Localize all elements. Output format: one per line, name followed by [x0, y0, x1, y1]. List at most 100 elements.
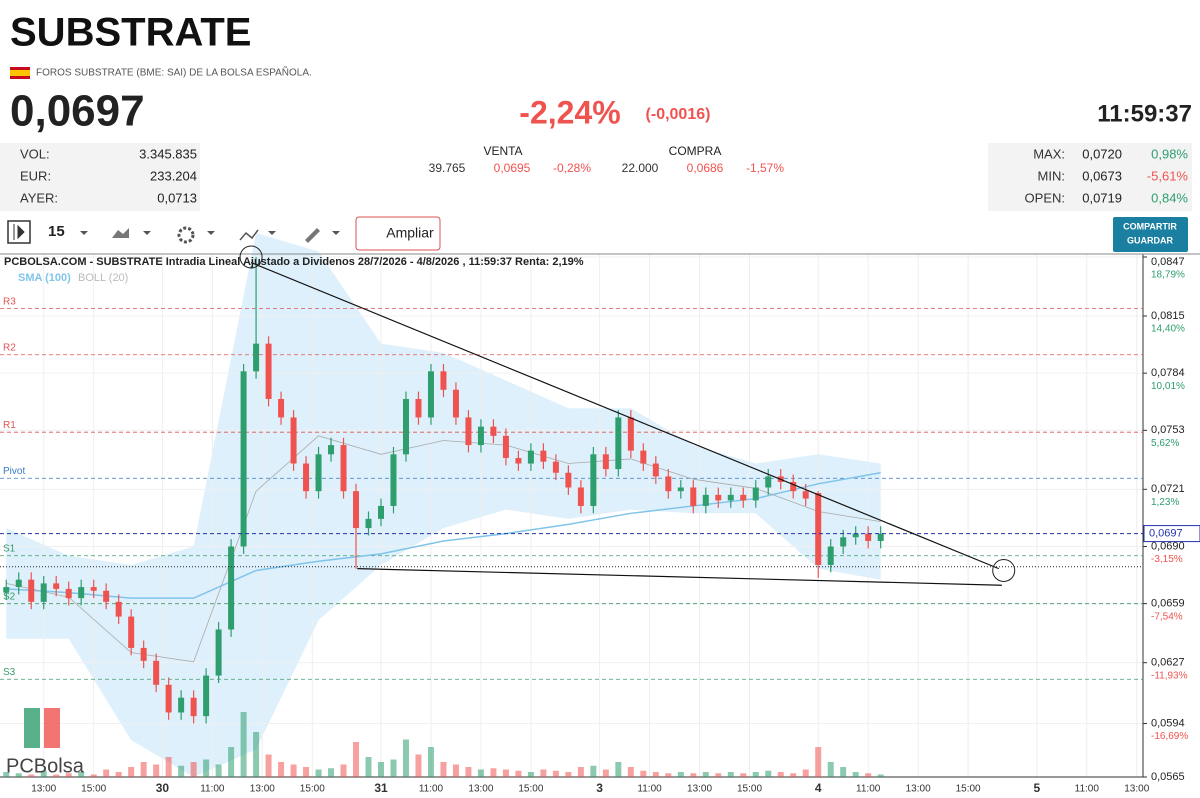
volume-bar	[53, 774, 60, 777]
change-abs: (-0,0016)	[646, 106, 711, 123]
volume-bar	[328, 768, 335, 777]
y-tick-label: 0,0847	[1151, 256, 1185, 268]
candle-body	[115, 601, 122, 617]
candle-body	[165, 684, 172, 713]
volume-bar	[827, 762, 834, 777]
y-tick-change: 10,01%	[1151, 381, 1185, 392]
pivot-label: R3	[3, 296, 16, 307]
volume-bar	[40, 770, 47, 777]
candle-body	[178, 697, 185, 713]
volume-bar	[815, 747, 822, 777]
candle-body	[627, 417, 634, 451]
volume-bar	[627, 767, 634, 777]
candle-body	[515, 457, 522, 464]
volume-bar	[615, 762, 622, 777]
volume-bar	[128, 767, 135, 777]
save-label[interactable]: GUARDAR	[1127, 235, 1173, 245]
zoom-label[interactable]: Ampliar	[386, 225, 434, 241]
candle-body	[390, 454, 397, 506]
y-tick-change: 14,40%	[1151, 324, 1185, 335]
volume-bar	[490, 768, 497, 777]
order-pct: -0,28%	[553, 161, 591, 175]
candle-body	[640, 450, 647, 464]
candle-body	[90, 587, 97, 591]
volume-bar	[153, 764, 160, 777]
volume-bar	[290, 764, 297, 777]
candle-body	[790, 481, 797, 492]
stat-pct: -5,61%	[1147, 168, 1189, 183]
stats-left-bg	[0, 143, 200, 211]
x-tick-label: 13:00	[1124, 784, 1149, 795]
chart-title: PCBOLSA.COM - SUBSTRATE Intradia Lineal …	[4, 256, 584, 268]
candle-body	[3, 587, 10, 593]
candle-body	[140, 647, 147, 661]
draw-icon[interactable]	[305, 228, 320, 243]
x-tick-label: 4	[815, 781, 822, 795]
y-tick-label: 0,0690	[1151, 540, 1185, 552]
pivot-label: R1	[3, 420, 16, 431]
dropdown-arrows[interactable]	[80, 231, 340, 235]
order-header: COMPRA	[669, 144, 722, 158]
volume-bar	[590, 765, 597, 777]
candle-body	[577, 487, 584, 506]
candle-body	[240, 371, 247, 547]
x-tick-label: 11:00	[637, 784, 662, 795]
candle-body	[315, 454, 322, 492]
y-tick-label: 0,0565	[1151, 771, 1185, 783]
stat-label: EUR:	[20, 168, 51, 183]
candle-body	[477, 426, 484, 446]
y-tick-change: 18,79%	[1151, 270, 1185, 281]
candle-body	[278, 398, 285, 418]
chart-layer: 13:00 15:00 30 11:00 13:00 15:00 31 11:00 13:00 1…	[0, 233, 1200, 798]
last-price-box	[1143, 525, 1200, 543]
x-tick-label: 15:00	[300, 784, 325, 795]
stat-label: MIN:	[1038, 168, 1065, 183]
candle-body	[665, 476, 672, 492]
candle-body	[590, 454, 597, 506]
volume-bar	[515, 770, 522, 777]
chart-type-icon[interactable]	[112, 228, 129, 238]
volume-bar	[190, 762, 197, 777]
volume-bar	[452, 764, 459, 777]
volume-bar	[340, 764, 347, 777]
candle-body	[215, 629, 222, 676]
indicator-icon[interactable]	[239, 229, 259, 241]
y-tick-change: -3,15%	[1151, 554, 1183, 565]
y-tick-change: -11,93%	[1151, 670, 1188, 681]
volume-bar	[278, 762, 285, 777]
volume-bar	[715, 773, 722, 777]
x-tick-label: 30	[156, 781, 170, 795]
candle-body	[427, 371, 434, 418]
volume-bar	[790, 773, 797, 777]
candle-body	[802, 491, 809, 499]
volume-bar	[65, 773, 72, 777]
candle-body	[353, 491, 360, 529]
candle-body	[228, 546, 235, 630]
candle-body	[702, 494, 709, 506]
candle-body	[877, 533, 884, 541]
title: SUBSTRATE	[10, 11, 251, 55]
x-tick-label: 11:00	[1075, 784, 1100, 795]
candle-body	[715, 494, 722, 501]
volume-bar	[677, 772, 684, 777]
volume-bar	[740, 773, 747, 777]
volume-bar	[702, 772, 709, 777]
volume-bar	[665, 773, 672, 777]
candle-body	[602, 454, 609, 470]
candle-body	[415, 398, 422, 418]
y-tick-label: 0,0815	[1151, 310, 1185, 322]
volume-bar	[253, 732, 260, 777]
share-button[interactable]	[1113, 217, 1188, 252]
share-label[interactable]: COMPARTIR	[1123, 221, 1177, 231]
interval[interactable]: 15	[48, 223, 65, 240]
subtitle: FOROS SUBSTRATE (BME: SAI) DE LA BOLSA E…	[36, 66, 312, 79]
order-price: 0,0695	[494, 161, 531, 175]
candle-body	[552, 461, 559, 473]
candle-body	[153, 660, 160, 685]
zoom-button[interactable]	[355, 216, 441, 251]
candle-body	[328, 445, 335, 455]
settings-icon[interactable]	[177, 226, 195, 244]
candle-body	[752, 487, 759, 501]
volume-bar	[527, 772, 534, 777]
panel-toggle[interactable]	[7, 220, 31, 244]
